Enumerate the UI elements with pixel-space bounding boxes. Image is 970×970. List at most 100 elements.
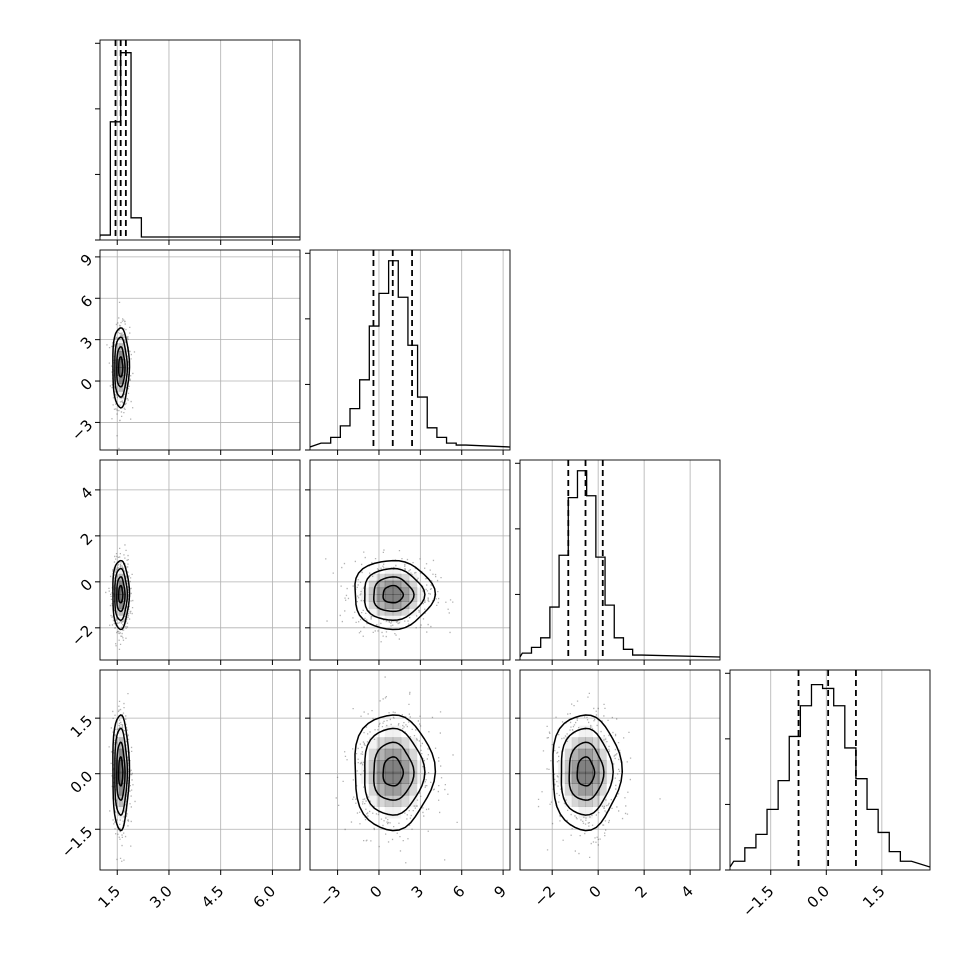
histogram-bin: [845, 748, 856, 867]
histogram-bin: [605, 605, 614, 657]
density-cell: [585, 806, 593, 819]
histogram-2: [520, 460, 720, 660]
density-cell: [578, 748, 587, 761]
density-cell: [122, 760, 125, 773]
density-cell: [368, 737, 378, 750]
density-cell: [117, 573, 120, 582]
pair-panel-3-2: [537, 692, 661, 858]
axes-frame: [99, 669, 301, 871]
density-cell: [400, 601, 410, 609]
density-cell: [124, 783, 127, 796]
contour-line: [382, 756, 405, 787]
contour-line: [354, 714, 437, 832]
axes-frame: [99, 459, 301, 661]
density-cell: [392, 608, 402, 616]
density-cell: [592, 760, 600, 773]
ticks-2-1: [305, 489, 504, 665]
histogram-bin: [541, 638, 550, 657]
density-cell: [119, 594, 122, 602]
density-cell: [585, 794, 593, 808]
density-cell: [120, 771, 123, 784]
density-cell: [119, 383, 122, 392]
density-cell: [119, 335, 122, 344]
pair-panel-2-0: [105, 544, 134, 650]
density-cell: [117, 375, 120, 384]
density-cell: [384, 608, 394, 616]
density-cell: [368, 794, 378, 808]
density-cell: [408, 783, 418, 796]
y-tick-label: 0: [77, 375, 96, 394]
density-cell: [400, 783, 410, 796]
density-cell: [384, 594, 394, 602]
density-cell: [115, 737, 118, 750]
axes-frame: [309, 249, 511, 451]
contour-line: [112, 327, 131, 409]
density-cell: [376, 587, 386, 595]
density-cell: [119, 566, 122, 575]
density-cell: [117, 343, 120, 352]
x-tick-label: 3.0: [146, 882, 176, 912]
histogram-bin: [360, 380, 370, 447]
density-cell: [392, 760, 402, 773]
contour-line: [117, 356, 124, 378]
density-cell: [124, 351, 127, 360]
histogram-step: [730, 683, 930, 868]
density-cell: [119, 601, 122, 609]
contour-line: [116, 345, 126, 388]
density-cell: [376, 580, 386, 589]
density-cell: [376, 748, 386, 761]
histogram-bin: [778, 781, 789, 867]
density-cell: [117, 351, 120, 360]
density-cell: [115, 794, 118, 808]
contour-line: [552, 714, 624, 832]
density-cell: [119, 760, 122, 773]
density-cell: [416, 771, 426, 784]
density-cell: [376, 783, 386, 796]
density-cell: [392, 594, 402, 602]
x-tick-label: 0: [366, 882, 385, 901]
density-cell: [368, 783, 378, 796]
pair-panel-2-1: [325, 549, 454, 643]
density-cell: [119, 587, 122, 595]
y-tick-label: 4: [77, 484, 96, 503]
density-cell: [592, 748, 600, 761]
density-cell: [117, 383, 120, 392]
density-cell: [592, 783, 600, 796]
density-cell: [120, 594, 123, 602]
density-cell: [392, 748, 402, 761]
x-tick-label: 9: [490, 882, 509, 901]
density-cell: [571, 748, 580, 761]
histogram-bin: [889, 852, 900, 867]
density-cell: [392, 587, 402, 595]
histogram-bin: [110, 122, 120, 237]
density-cell: [119, 608, 122, 616]
contour-line: [364, 727, 426, 816]
density-cell: [120, 383, 123, 392]
density-cell: [120, 375, 123, 384]
density-cell: [585, 783, 593, 796]
x-tick-label: 4.5: [198, 882, 228, 912]
contour-line: [112, 559, 131, 631]
density-cell: [592, 794, 600, 808]
contour-line: [116, 576, 126, 613]
x-tick-label: 2: [631, 882, 650, 901]
histogram-bin: [767, 809, 778, 867]
density-cell: [124, 375, 127, 384]
histogram-bin: [856, 779, 867, 867]
histogram-bin: [321, 443, 331, 447]
density-cell: [120, 794, 123, 808]
density-cell: [392, 794, 402, 808]
density-cell: [400, 748, 410, 761]
density-cell: [392, 771, 402, 784]
density-cell: [122, 573, 125, 582]
histogram-bin: [418, 397, 428, 447]
density-cell: [564, 737, 573, 750]
density-cell: [599, 783, 607, 796]
density-cell: [120, 806, 123, 819]
histogram-1: [310, 250, 510, 450]
ticks-0-0: [95, 42, 273, 245]
density-cell: [119, 725, 122, 738]
density-cell: [564, 794, 573, 808]
density-cell: [120, 566, 123, 575]
density-cell: [384, 587, 394, 595]
